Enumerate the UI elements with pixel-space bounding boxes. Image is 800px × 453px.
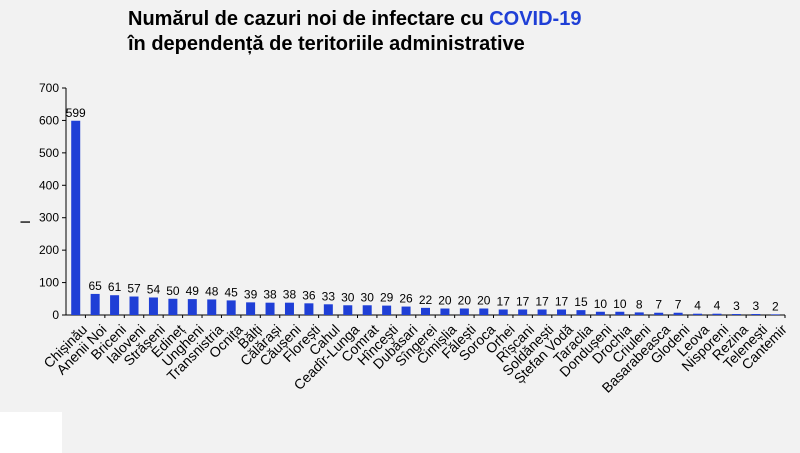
- bar: [770, 314, 780, 315]
- bar-value-label: 38: [263, 288, 277, 302]
- bar-value-label: 30: [361, 290, 375, 304]
- bar-value-label: 57: [127, 282, 141, 296]
- bar: [440, 308, 450, 315]
- y-tick-label: 500: [39, 146, 59, 160]
- bar: [518, 309, 528, 315]
- bar-value-label: 29: [380, 291, 394, 305]
- bar: [129, 296, 139, 315]
- bar-value-label: 36: [302, 288, 316, 302]
- bar: [265, 302, 275, 315]
- bar-value-label: 20: [438, 294, 452, 308]
- bar-value-label: 17: [516, 294, 530, 308]
- bar-value-label: 22: [419, 293, 433, 307]
- chart-title-highlight: COVID-19: [489, 8, 582, 30]
- bar: [323, 304, 333, 315]
- bar: [284, 302, 294, 315]
- bar: [304, 303, 314, 315]
- bar-value-label: 39: [244, 287, 258, 301]
- bar-value-label: 38: [283, 288, 297, 302]
- bar-value-label: 54: [147, 282, 161, 296]
- bar-value-label: 61: [108, 280, 122, 294]
- y-tick-label: 100: [39, 276, 59, 290]
- chart-title-line-1: Numărul de cazuri noi de infectare cu CO…: [128, 8, 581, 31]
- bar-value-label: 49: [186, 284, 200, 298]
- bar-value-label: 2: [772, 299, 779, 313]
- bar: [110, 295, 120, 315]
- bar: [421, 307, 430, 315]
- bar-value-label: 8: [636, 297, 643, 311]
- y-tick-label: 300: [39, 211, 59, 225]
- bar: [226, 300, 236, 315]
- y-tick-label: 600: [39, 113, 59, 127]
- bar-value-label: 20: [477, 294, 491, 308]
- bar-value-label: 48: [205, 284, 219, 298]
- bar-value-label: 10: [613, 297, 627, 311]
- bar: [90, 293, 100, 315]
- bar-value-label: 10: [594, 297, 608, 311]
- chart-axes: 0 100 200 300 400 500 600 700: [39, 81, 786, 322]
- y-axis-label: I: [17, 220, 33, 224]
- y-tick-label: 700: [39, 81, 59, 95]
- bar-value-label: 17: [497, 294, 511, 308]
- chart-title-prefix: Numărul de cazuri noi de infectare cu: [128, 8, 490, 30]
- bar-value-label: 7: [675, 298, 682, 312]
- bar-value-label: 45: [224, 285, 238, 299]
- bar: [693, 313, 703, 315]
- bar: [498, 309, 508, 315]
- bar: [634, 312, 644, 315]
- bar: [187, 299, 197, 315]
- bar-value-label: 3: [753, 299, 760, 313]
- bar-value-label: 3: [733, 299, 740, 313]
- bar: [168, 298, 178, 315]
- bar: [479, 308, 489, 315]
- bar: [148, 297, 158, 315]
- bar-value-label: 7: [655, 298, 662, 312]
- bar: [71, 120, 81, 315]
- y-tick-label: 200: [39, 243, 59, 257]
- bar: [595, 311, 605, 315]
- bar-value-label: 599: [66, 106, 86, 120]
- bar: [557, 309, 567, 315]
- bar: [362, 305, 372, 315]
- y-tick-label: 0: [52, 308, 59, 322]
- chart-title-line-2: în dependență de teritoriile administrat…: [128, 33, 525, 55]
- bar-value-label: 50: [166, 284, 180, 298]
- bar: [615, 311, 625, 315]
- bar-value-label: 17: [535, 294, 549, 308]
- bar-value-label: 15: [574, 295, 588, 309]
- chart-bars: [71, 120, 780, 315]
- bar: [459, 308, 469, 315]
- bar-value-label: 65: [88, 279, 102, 293]
- bar: [576, 310, 586, 315]
- corner-patch: [0, 412, 62, 453]
- y-tick-label: 400: [39, 178, 59, 192]
- bar: [673, 312, 683, 315]
- bar-value-label: 4: [694, 299, 701, 313]
- bar-value-label: 33: [322, 289, 336, 303]
- bar: [382, 305, 392, 315]
- bar: [207, 299, 217, 315]
- bar: [343, 305, 353, 315]
- bar-value-label: 30: [341, 290, 355, 304]
- bar-value-label: 20: [458, 294, 472, 308]
- bar: [712, 313, 722, 315]
- bar: [731, 314, 741, 315]
- bar-value-label: 26: [399, 292, 413, 306]
- bar: [751, 314, 761, 315]
- bar: [246, 302, 256, 315]
- bar: [654, 312, 664, 315]
- bar: [537, 309, 547, 315]
- bar-value-label: 17: [555, 294, 569, 308]
- bar-value-label: 4: [714, 299, 721, 313]
- bar: [401, 306, 411, 315]
